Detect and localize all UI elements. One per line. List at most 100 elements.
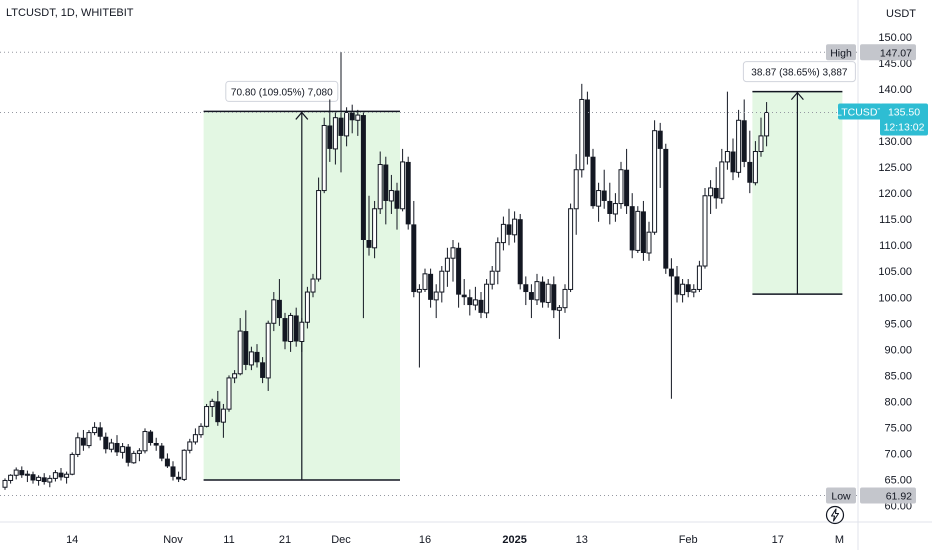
y-tick-label: 100.00 xyxy=(878,292,912,304)
candle xyxy=(394,182,400,230)
candle xyxy=(159,442,165,462)
time-axis[interactable]: 14 Nov 11 21 Dec 16 2025 13 Feb 17 M xyxy=(66,534,844,546)
candle xyxy=(540,276,546,308)
candle-body-up xyxy=(719,161,725,199)
candle xyxy=(719,148,725,204)
candle-body-down xyxy=(607,200,613,214)
candle xyxy=(713,167,719,209)
candle-body-up xyxy=(696,265,702,290)
candle xyxy=(142,428,148,454)
candle-body-down xyxy=(103,436,109,450)
currency-label[interactable]: USDT xyxy=(886,8,916,20)
candle-body-up xyxy=(444,257,450,272)
candle-body-up xyxy=(573,169,579,210)
candle xyxy=(131,450,137,464)
candle xyxy=(243,310,249,371)
candle-body-up xyxy=(416,288,422,293)
candle xyxy=(125,444,131,467)
candle-body-down xyxy=(125,446,131,463)
candle-body-up xyxy=(120,446,126,453)
candle xyxy=(534,273,540,306)
candle-body-down xyxy=(657,130,663,149)
candle-body-down xyxy=(97,427,103,437)
candle-body-up xyxy=(545,283,551,303)
candle-body-down xyxy=(19,470,25,476)
candle-body-up xyxy=(450,247,456,259)
candle xyxy=(349,104,355,134)
candle xyxy=(304,286,310,329)
candle xyxy=(607,182,613,225)
candle xyxy=(310,273,316,298)
candle-body-down xyxy=(540,281,546,303)
candle-body-up xyxy=(489,270,495,285)
candle xyxy=(97,422,103,441)
candle-body-up xyxy=(86,432,92,447)
x-tick-label: Nov xyxy=(163,534,183,546)
candle-body-up xyxy=(596,190,602,207)
candle xyxy=(652,120,658,235)
y-tick-label: 150.00 xyxy=(878,32,912,44)
x-tick-label: Dec xyxy=(331,534,351,546)
candle xyxy=(517,213,523,290)
candle xyxy=(400,148,406,212)
candle xyxy=(355,109,361,136)
candle xyxy=(372,200,378,259)
x-tick-label: Feb xyxy=(679,534,698,546)
candle xyxy=(640,200,646,261)
candle-body-down xyxy=(30,474,36,481)
candle-body-up xyxy=(226,377,232,410)
candle-body-up xyxy=(187,441,193,451)
candle-body-up xyxy=(209,400,215,408)
candle xyxy=(439,266,445,303)
symbol-title[interactable]: LTCUSDT, 1D, WHITEBIT xyxy=(6,7,134,19)
candle-body-down xyxy=(170,466,176,477)
candle xyxy=(388,174,394,214)
candle-body-down xyxy=(741,120,747,162)
candle-body-down xyxy=(428,273,434,300)
candle xyxy=(52,470,58,482)
candle-body-down xyxy=(747,161,753,183)
candle xyxy=(299,318,305,352)
candle xyxy=(108,438,114,453)
candle xyxy=(198,423,204,438)
candle xyxy=(237,318,243,376)
candle xyxy=(428,268,434,308)
candle xyxy=(758,117,764,157)
candle xyxy=(148,429,154,446)
candle xyxy=(192,428,198,445)
candle-body-down xyxy=(327,125,333,149)
candle-body-up xyxy=(288,314,294,342)
candle-body-up xyxy=(75,437,81,455)
candle-body-down xyxy=(153,442,159,446)
candle-body-down xyxy=(461,294,467,298)
candle-body-down xyxy=(276,299,282,319)
candle xyxy=(209,398,215,417)
candle xyxy=(523,276,529,306)
candle-body-down xyxy=(640,211,646,254)
candle-body-down xyxy=(523,284,529,293)
lightning-icon[interactable] xyxy=(825,505,845,525)
candle xyxy=(187,438,193,454)
candle-body-up xyxy=(248,351,254,366)
candle xyxy=(41,473,47,485)
candle-body-up xyxy=(332,117,338,150)
candle xyxy=(500,216,506,251)
candle-body-up xyxy=(2,479,8,488)
candle-body-down xyxy=(478,299,484,313)
candle xyxy=(220,403,226,438)
candle-body-up xyxy=(764,111,770,137)
candle xyxy=(47,475,53,488)
measure-info-label: 38.87 (38.65%) 3,887 xyxy=(751,68,848,79)
candle xyxy=(646,221,652,261)
candle-body-down xyxy=(405,161,411,225)
candle xyxy=(103,432,109,454)
candle-body-down xyxy=(601,190,607,201)
candle-body-down xyxy=(114,442,120,453)
candle-body-up xyxy=(131,452,137,464)
candle-body-up xyxy=(344,111,350,137)
y-tick-label: 125.00 xyxy=(878,162,912,174)
candle xyxy=(8,474,14,484)
high-tag-label-bg xyxy=(826,44,856,61)
candle-body-up xyxy=(512,218,518,236)
